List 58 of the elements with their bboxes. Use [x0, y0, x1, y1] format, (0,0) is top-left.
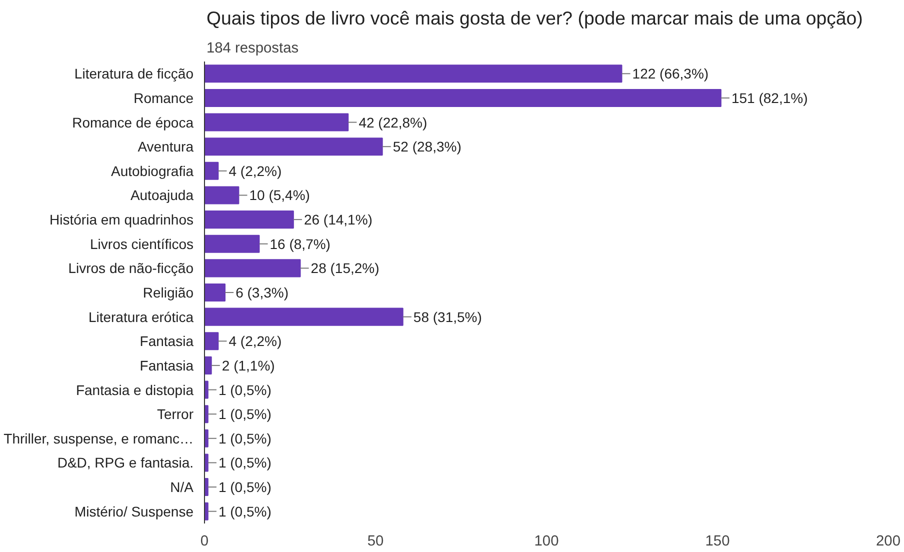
y-tick-label: Fantasia	[140, 357, 194, 374]
y-tick-label: Religião	[142, 284, 194, 300]
data-label: 1 (0,5%)	[218, 382, 272, 398]
bar	[204, 138, 383, 156]
y-tick-label: Mistério/ Suspense	[74, 503, 194, 520]
y-tick-label: Fantasia	[140, 333, 194, 350]
chart-subtitle: 184 respostas	[206, 40, 299, 56]
y-tick-label: Fantasia e distopia	[76, 382, 194, 398]
data-label: 4 (2,2%)	[228, 333, 282, 350]
data-label: 1 (0,5%)	[218, 503, 272, 520]
bar	[204, 88, 722, 107]
data-label: 2 (1,1%)	[222, 357, 275, 374]
data-label: 151 (82,1%)	[731, 90, 808, 106]
bar	[204, 308, 404, 326]
y-tick-label: Romance de época	[72, 114, 194, 130]
bar	[204, 283, 226, 302]
data-label: 16 (8,7%)	[270, 236, 330, 252]
data-label: 6 (3,3%)	[236, 284, 288, 300]
data-label: 52 (28,3%)	[392, 138, 462, 155]
data-label: 1 (0,5%)	[218, 479, 272, 496]
data-label: 10 (5,4%)	[249, 187, 310, 204]
y-tick-label: Livros científicos	[90, 236, 194, 252]
bar	[204, 186, 240, 204]
data-label: 42 (22,8%)	[358, 114, 428, 130]
bar	[204, 259, 301, 278]
y-tick-label: Literatura erótica	[88, 308, 194, 325]
y-tick-label: D&D, RPG e fantasia.	[57, 454, 194, 471]
y-tick-label: Aventura	[138, 138, 194, 155]
y-tick-label: Autobiografia	[110, 162, 194, 179]
y-tick-label: Thriller, suspense, e romanc…	[4, 430, 194, 446]
data-label: 122 (66,3%)	[632, 66, 709, 82]
bar	[204, 356, 212, 374]
y-tick-label: N/A	[170, 479, 194, 496]
bar	[204, 210, 294, 229]
data-label: 1 (0,5%)	[218, 430, 272, 446]
data-label: 1 (0,5%)	[218, 454, 272, 471]
bar	[204, 332, 219, 350]
bar	[204, 64, 622, 83]
y-tick-label: Literatura de ficção	[74, 66, 194, 82]
chart-title: Quais tipos de livro você mais gosta de ver? (pode marcar mais de uma opção)	[206, 8, 863, 28]
y-tick-label: História em quadrinhos	[50, 212, 194, 228]
x-tick-label: 150	[705, 534, 730, 550]
x-tick-label: 0	[200, 534, 209, 550]
bar	[204, 162, 219, 180]
data-label: 58 (31,5%)	[413, 308, 482, 325]
data-label: 1 (0,5%)	[218, 406, 272, 422]
bar	[204, 234, 260, 253]
data-label: 4 (2,2%)	[228, 162, 282, 179]
x-tick-label: 200	[876, 534, 901, 550]
bar	[204, 113, 349, 132]
y-tick-label: Romance	[134, 90, 194, 106]
x-tick-label: 50	[367, 534, 384, 550]
data-label: 26 (14,1%)	[304, 212, 372, 228]
x-tick-label: 100	[534, 534, 559, 550]
y-tick-label: Autoajuda	[130, 187, 194, 204]
data-label: 28 (15,2%)	[310, 260, 380, 276]
y-tick-label: Terror	[156, 406, 194, 422]
y-tick-label: Livros de não-ficção	[68, 260, 194, 276]
